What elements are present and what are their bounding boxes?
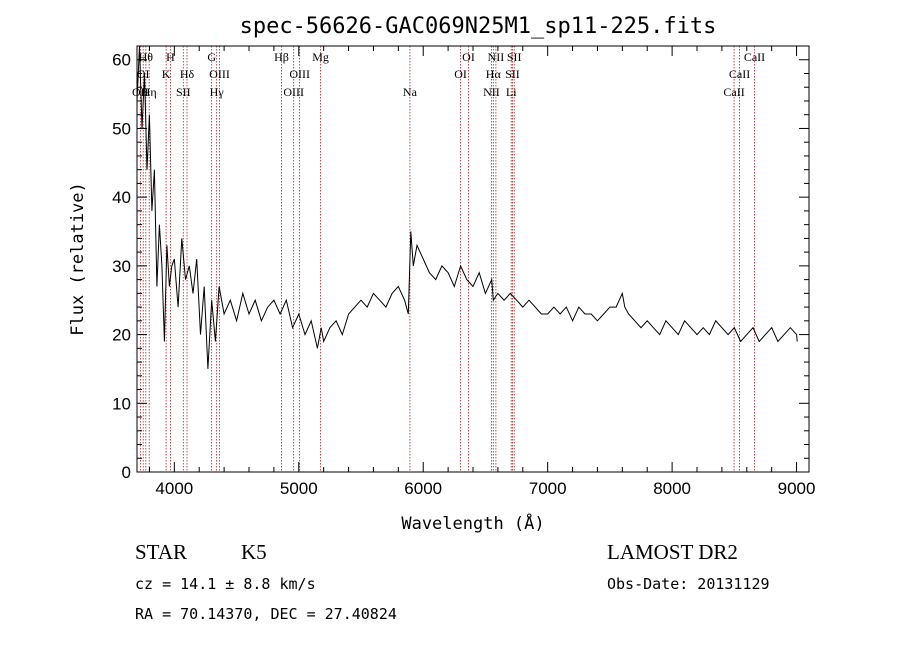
spectral-line-label: H <box>166 50 175 64</box>
x-axis: 4000 5000 6000 7000 8000 9000 <box>148 46 816 498</box>
spectral-line-label: SII <box>176 85 191 99</box>
spectral-line-label: Hδ <box>180 67 195 81</box>
spectral-line-markers <box>139 46 755 472</box>
spectral-line-label: NII <box>488 50 505 64</box>
spectral-line-label: CaII <box>723 85 744 99</box>
y-tick-label: 60 <box>112 51 131 70</box>
spectral-line-label: OIII <box>209 67 230 81</box>
y-tick-label: 40 <box>112 188 131 207</box>
coordinates: RA = 70.14370, DEC = 27.40824 <box>135 605 397 623</box>
spectral-line-label: Hθ <box>139 50 154 64</box>
spectral-line-labels: OIIOIHθHηKHSIIHδGHγOIIIHβOIIIOIIIMgNaOIO… <box>132 50 765 99</box>
x-tick-label: 6000 <box>404 479 442 498</box>
spectral-line-label: G <box>207 50 216 64</box>
y-axis: 0 10 20 30 40 50 60 <box>112 45 809 482</box>
spectral-line-label: CaII <box>744 50 765 64</box>
x-tick-label: 7000 <box>529 479 567 498</box>
redshift-value: cz = 14.1 ± 8.8 km/s <box>135 575 316 593</box>
spectral-line-label: Na <box>403 85 418 99</box>
chart-title: spec-56626-GAC069N25M1_sp11-225.fits <box>240 14 717 39</box>
survey-name: LAMOST DR2 <box>607 540 738 564</box>
object-subclass: K5 <box>241 540 267 564</box>
spectral-line-label: K <box>162 67 171 81</box>
spectrum-line <box>136 45 798 369</box>
y-tick-label: 20 <box>112 326 131 345</box>
spectral-line-label: Hα <box>486 67 502 81</box>
spectral-line-label: OI <box>454 67 467 81</box>
spectral-line-label: OIII <box>283 85 304 99</box>
spectral-line-label: SII <box>505 67 520 81</box>
plot-frame <box>136 45 810 473</box>
x-tick-label: 4000 <box>155 479 193 498</box>
y-tick-label: 50 <box>112 119 131 138</box>
spectral-line-label: Hβ <box>274 50 289 64</box>
x-axis-label: Wavelength (Å) <box>401 512 544 534</box>
spectral-line-label: OIII <box>289 67 310 81</box>
spectral-line-label: CaII <box>729 67 750 81</box>
spectral-line-label: OI <box>462 50 475 64</box>
y-tick-label: 10 <box>112 394 131 413</box>
x-tick-label: 8000 <box>653 479 691 498</box>
object-class: STAR <box>135 540 187 564</box>
observation-date: Obs-Date: 20131129 <box>607 575 770 593</box>
spectral-line-label: Mg <box>312 50 329 64</box>
spectral-line-label: Hγ <box>210 85 225 99</box>
spectral-line-label: NII <box>483 85 500 99</box>
y-tick-label: 0 <box>122 463 131 482</box>
x-tick-label: 5000 <box>280 479 318 498</box>
spectral-line-label: Li <box>506 85 517 99</box>
y-axis-label: Flux (relative) <box>68 182 88 336</box>
spectral-line-label: SII <box>507 50 522 64</box>
x-tick-label: 9000 <box>778 479 816 498</box>
y-tick-label: 30 <box>112 257 131 276</box>
